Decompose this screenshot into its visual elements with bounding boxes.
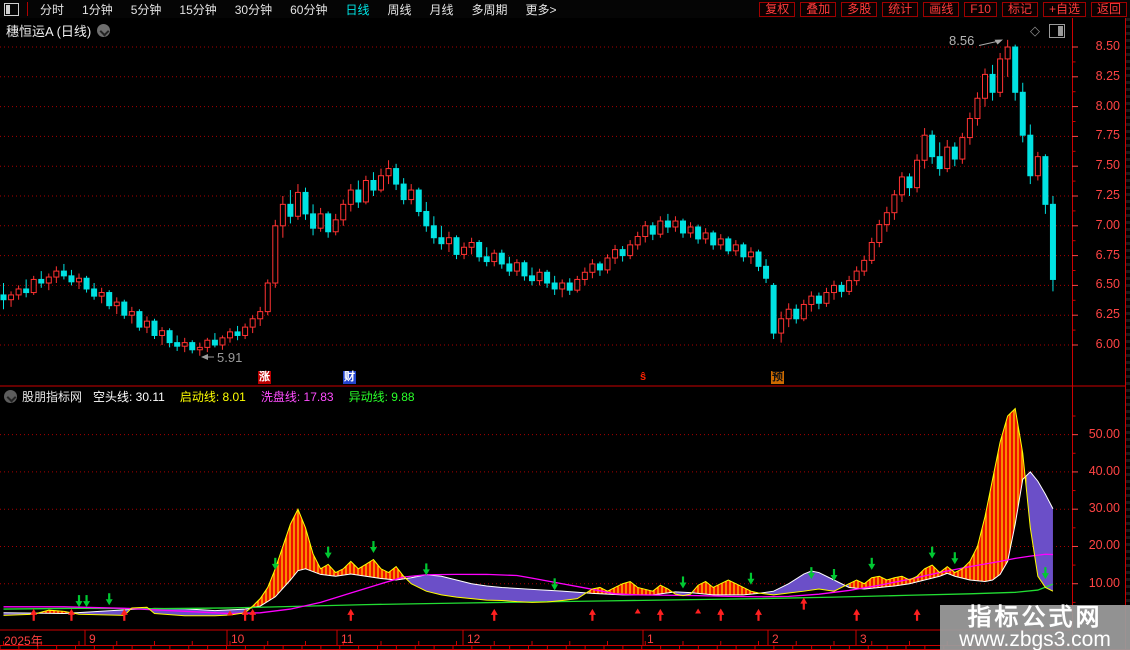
- candlesticks: [0, 39, 1056, 356]
- event-badge: 财: [343, 371, 356, 384]
- period-tab[interactable]: 1分钟: [82, 2, 113, 17]
- indicator-value-xipan: 洗盘线: 17.83: [260, 390, 334, 404]
- x-axis-label: 11: [341, 632, 354, 646]
- toolbar-button[interactable]: 复权: [759, 1, 796, 17]
- period-tab[interactable]: 分时: [40, 2, 65, 17]
- toolbar-button[interactable]: 叠加: [800, 1, 837, 17]
- x-axis-label: 3: [860, 632, 867, 646]
- toolbar-divider: [27, 2, 28, 16]
- x-axis-label: 1: [647, 632, 654, 646]
- y-axis-label: 8.50: [1095, 39, 1120, 53]
- x-axis-label: 10: [231, 632, 245, 646]
- y-axis-label: 50.00: [1088, 426, 1120, 441]
- window-layout-icon[interactable]: [4, 2, 19, 16]
- indicator-chevron-down-icon[interactable]: [4, 390, 17, 403]
- y-axis-label: 7.50: [1095, 158, 1120, 173]
- toolbar-button[interactable]: F10: [964, 1, 997, 17]
- watermark-url: www.zbgs3.com: [959, 628, 1111, 650]
- indicator-value-kongtou: 空头线: 30.11: [93, 390, 165, 404]
- diamond-icon[interactable]: ◇: [1030, 23, 1040, 38]
- chevron-down-icon[interactable]: [97, 24, 111, 37]
- chart-title-row: 穗恒运A (日线): [6, 21, 111, 40]
- y-axis-label: 30.00: [1088, 501, 1120, 516]
- y-axis-label: 6.25: [1095, 307, 1120, 322]
- y-axis-label: 7.00: [1095, 217, 1120, 232]
- event-badge: 涨: [258, 371, 271, 384]
- right-edge-panel-sliver: [1126, 18, 1130, 608]
- y-axis-label: 20.00: [1088, 538, 1120, 553]
- y-axis-label: 8.25: [1095, 68, 1120, 83]
- toolbar-button[interactable]: 返回: [1090, 1, 1127, 17]
- toolbar-button[interactable]: 画线: [923, 1, 960, 17]
- x-axis-label: 2: [772, 632, 779, 646]
- high-price-label: 8.56: [949, 33, 975, 48]
- panel-layout-icon[interactable]: [1049, 24, 1065, 38]
- period-tab[interactable]: 更多>: [525, 2, 557, 17]
- indicator-header: 股朋指标网 空头线: 30.11 启动线: 8.01 洗盘线: 17.83 异动…: [4, 388, 415, 405]
- period-tab[interactable]: 30分钟: [234, 2, 273, 17]
- event-badge: 预: [771, 371, 784, 384]
- period-tab[interactable]: 周线: [387, 2, 412, 17]
- indicator-source: 股朋指标网: [22, 390, 83, 404]
- toolbar-button[interactable]: +自选: [1042, 1, 1086, 17]
- chart-corner-tools: ◇: [1030, 23, 1065, 39]
- y-axis-label: 7.75: [1095, 128, 1120, 143]
- toolbar-button[interactable]: 标记: [1001, 1, 1038, 17]
- toolbar-buttons: 复权 叠加 多股 统计 画线 F10 标记 +自选 返回: [754, 1, 1130, 17]
- period-tab[interactable]: 日线: [345, 2, 370, 17]
- period-tab[interactable]: 60分钟: [290, 2, 328, 17]
- indicator-value-yidong: 异动线: 9.88: [348, 390, 415, 404]
- period-tab[interactable]: 多周期: [471, 2, 508, 17]
- period-tab[interactable]: 月线: [429, 2, 454, 17]
- low-price-label: 5.91: [217, 350, 243, 365]
- period-tab[interactable]: 5分钟: [130, 2, 162, 17]
- indicator-value-qidong: 启动线: 8.01: [179, 390, 246, 404]
- y-axis-label: 6.50: [1095, 277, 1120, 292]
- period-tab[interactable]: 15分钟: [179, 2, 217, 17]
- watermark-site-name: 指标公式网: [967, 604, 1103, 631]
- y-axis-label: 6.75: [1095, 247, 1120, 262]
- x-axis-label: 9: [89, 632, 96, 646]
- x-axis-label: 12: [467, 632, 481, 646]
- toolbar: 分时 1分钟 5分钟 15分钟 30分钟 60分钟 日线 周线 月线 多周期 更多> 复权 叠加 多股统…: [0, 0, 1130, 18]
- y-axis-label: 6.00: [1095, 337, 1120, 351]
- watermark: 指标公式网 www.zbgs3.com: [940, 605, 1130, 650]
- toolbar-button[interactable]: 多股: [841, 1, 878, 17]
- x-axis-label: 2025年: [4, 634, 43, 648]
- y-axis-label: 7.25: [1095, 188, 1120, 202]
- event-badge: ŝ: [640, 371, 647, 383]
- y-axis-label: 40.00: [1088, 463, 1120, 478]
- period-tabs: 分时 1分钟 5分钟 15分钟 30分钟 60分钟 日线 周线 月线 多周期 更多>: [31, 1, 566, 18]
- y-axis-label: 10.00: [1088, 575, 1120, 590]
- stock-title: 穗恒运A (日线): [6, 24, 92, 39]
- y-axis-label: 8.00: [1095, 98, 1120, 113]
- toolbar-button[interactable]: 统计: [882, 1, 919, 17]
